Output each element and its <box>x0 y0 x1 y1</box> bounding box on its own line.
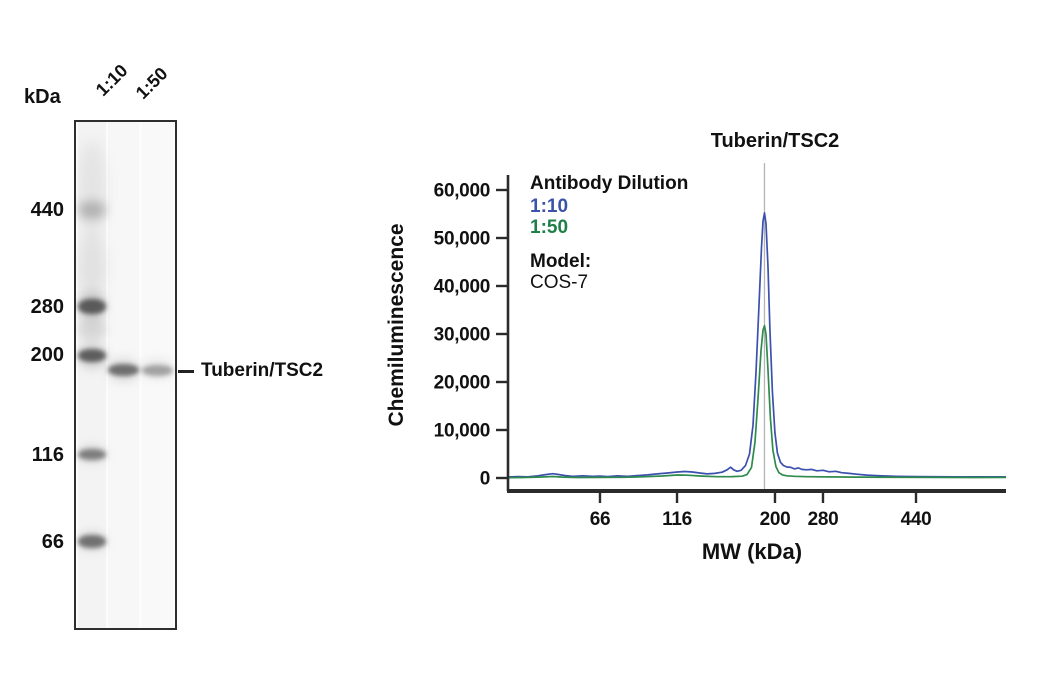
blot-band <box>78 535 106 548</box>
blot-band <box>78 299 106 314</box>
y-tick-label: 10,000 <box>434 421 490 442</box>
legend-item-1-50: 1:50 <box>530 217 569 238</box>
y-tick-label: 40,000 <box>434 277 490 298</box>
chart-title: Tuberin/TSC2 <box>710 130 840 152</box>
blot-image <box>74 120 177 630</box>
mw-marker-66: 66 <box>41 531 64 553</box>
blot-band <box>78 318 106 340</box>
blot-band <box>108 364 139 376</box>
x-tick-label: 440 <box>901 509 932 530</box>
legend-items: 1:10 1:50 <box>530 196 688 238</box>
blot-band <box>78 201 106 219</box>
x-axis-title: MW (kDa) <box>701 539 803 564</box>
mw-marker-200: 200 <box>30 344 64 366</box>
band-callout: Tuberin/TSC2 <box>178 360 323 382</box>
blot-band <box>142 365 173 376</box>
legend-item-1-10: 1:10 <box>530 196 569 217</box>
legend-model-value: COS-7 <box>530 272 589 293</box>
x-tick-label: 116 <box>662 509 692 530</box>
y-axis-title: Chemiluminescence <box>385 223 408 427</box>
legend: Antibody Dilution 1:10 1:50 Model: COS-7 <box>530 173 688 293</box>
kda-units-label: kDa <box>24 86 61 108</box>
x-tick-label: 200 <box>760 509 791 530</box>
blot-band <box>142 359 173 379</box>
x-tick-label: 280 <box>808 509 839 530</box>
series-curve-1-50 <box>507 324 1007 479</box>
mw-marker-440: 440 <box>30 199 64 221</box>
y-tick-label: 0 <box>480 469 490 490</box>
series-curve-1-10 <box>507 212 1006 478</box>
blot-markers: 440 280 200 116 66 <box>0 0 64 700</box>
callout-label: Tuberin/TSC2 <box>201 360 324 381</box>
mw-marker-280: 280 <box>30 296 64 318</box>
y-tick-label: 60,000 <box>434 181 490 202</box>
blot-band <box>78 449 106 460</box>
x-tick-label: 66 <box>590 509 611 530</box>
y-tick-label: 30,000 <box>434 325 490 346</box>
blot-band <box>78 446 106 462</box>
legend-title: Antibody Dilution <box>530 173 689 194</box>
legend-model-label: Model: <box>530 251 592 272</box>
blot-band <box>78 234 106 299</box>
mw-marker-116: 116 <box>31 444 64 466</box>
legend-model: Model: COS-7 <box>530 251 688 293</box>
callout-tick <box>178 369 194 373</box>
y-tick-label: 20,000 <box>434 373 490 394</box>
y-tick-label: 50,000 <box>434 229 490 250</box>
blot-band <box>78 142 106 237</box>
blot-band <box>78 349 106 362</box>
blot-band <box>78 532 106 550</box>
